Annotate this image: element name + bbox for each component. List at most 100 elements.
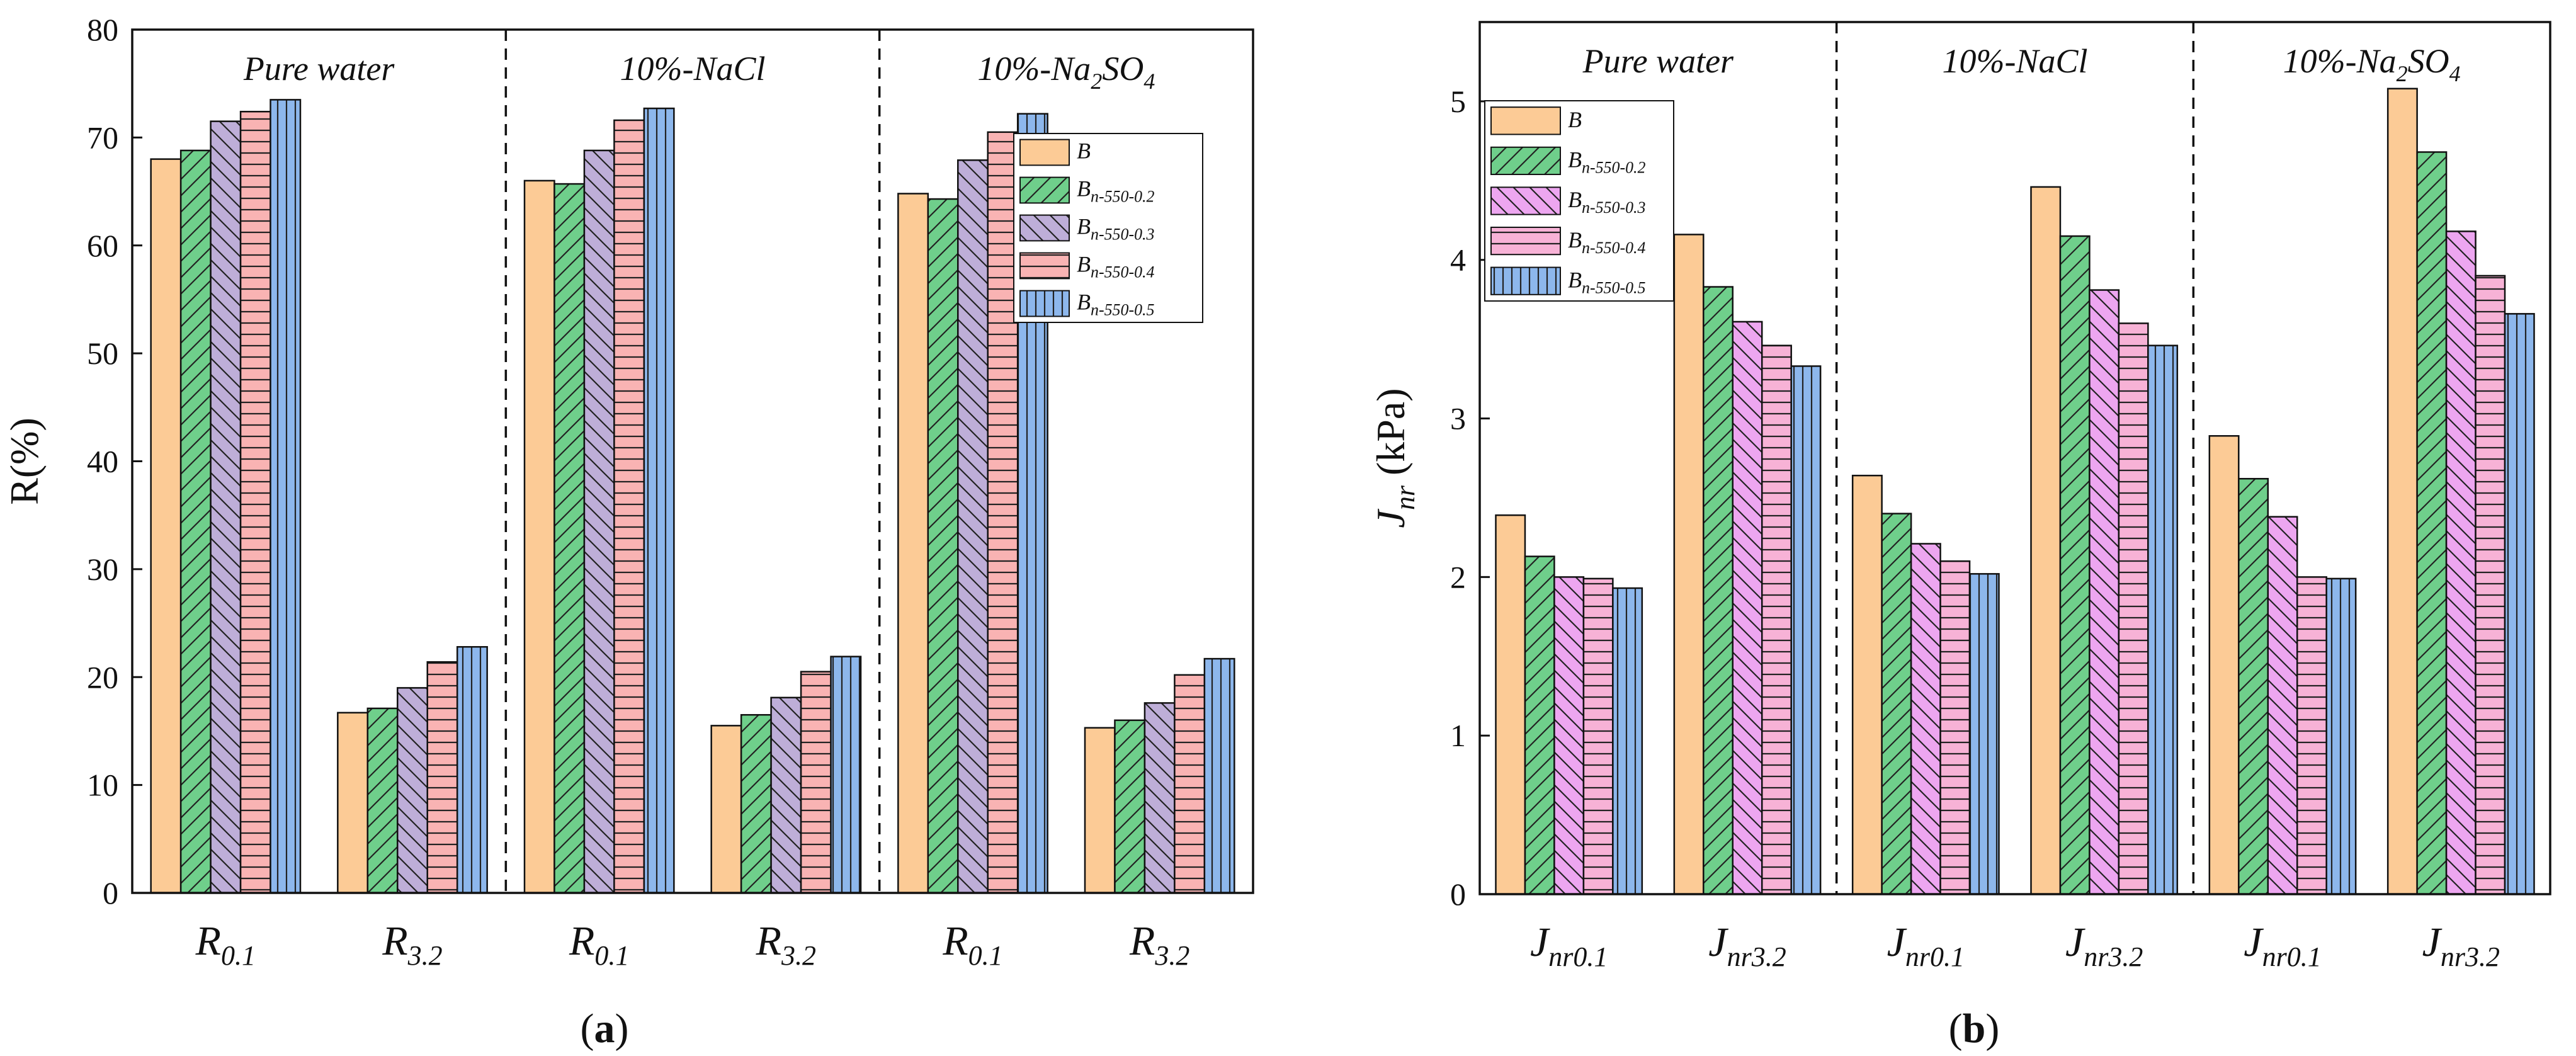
legend-entry: Bn-550-0.5 [1568,267,1645,297]
legend-entry: Bn-550-0.4 [1077,252,1154,281]
y-tick-label: 20 [87,659,118,695]
bar-a-cat1-series4 [456,646,488,894]
panel-a-chart: 0 10 20 30 40 50 60 70 80 R0.1 R3.2 R0.1 R3.2 R0.1 R3.… [2,12,1254,1052]
legend-entry: Bn-550-0.2 [1568,147,1645,177]
y-tick-label: 0 [1450,877,1466,912]
bar-a-cat3-series4 [830,656,862,894]
x-category-label: R0.1 [569,918,629,971]
legend-swatch [1019,252,1070,280]
bar-b-cat4-series0 [2208,434,2240,895]
x-category-label: R0.1 [195,918,256,971]
y-tick-label: 0 [103,875,118,911]
bar-a-cat0-series0 [150,158,182,894]
bar-a-cat5-series0 [1084,727,1116,894]
legend-swatch [1019,139,1070,166]
bar-a-cat3-series0 [710,725,742,894]
y-tick-label: 1 [1450,718,1466,753]
bar-b-cat4-series2 [2267,516,2298,895]
bar-b-cat3-series2 [2089,289,2120,895]
bar-b-cat0-series3 [1582,577,1614,895]
panel-label: (a) [581,1006,629,1052]
bar-b-cat4-series1 [2238,477,2269,895]
bar-b-cat1-series2 [1732,321,1763,895]
bar-a-cat1-series2 [397,687,428,894]
bar-b-cat2-series0 [1851,474,1883,895]
bar-b-cat4-series3 [2296,576,2327,895]
bar-a-cat2-series1 [553,183,586,894]
bar-a-cat3-series1 [740,713,772,894]
x-category-label: R3.2 [1129,918,1189,971]
y-tick-label: 10 [87,768,118,803]
legend-entry: Bn-550-0.3 [1077,214,1154,244]
group-label: 10%-NaCl [1942,42,2087,80]
legend-entry: Bn-550-0.4 [1568,227,1645,257]
bar-b-cat5-series3 [2475,275,2506,895]
bar-a-cat0-series1 [179,149,212,894]
bar-a-cat2-series0 [523,179,555,894]
bar-a-cat0-series2 [210,120,242,894]
bar-b-cat5-series2 [2445,230,2477,895]
bar-b-cat3-series4 [2147,344,2179,895]
bar-a-cat5-series2 [1143,702,1176,894]
bar-b-cat5-series4 [2504,313,2535,895]
bar-a-cat1-series3 [426,661,458,894]
bar-b-cat2-series3 [1939,560,1971,895]
plot-frame [1478,21,2551,895]
y-tick-label: 3 [1450,401,1466,436]
x-category-label: Jnr0.1 [2244,919,2321,972]
legend-swatch [1490,266,1561,295]
group-label: Pure water [1582,42,1734,80]
bar-a-cat0-series4 [270,99,302,894]
bar-b-cat0-series4 [1612,587,1643,895]
y-tick-label: 2 [1450,559,1466,594]
legend-swatch [1490,106,1561,135]
bar-a-cat5-series4 [1203,657,1235,894]
legend-swatch [1490,146,1561,176]
legend-swatch [1019,290,1070,317]
bar-b-cat0-series1 [1524,555,1555,895]
bar-b-cat0-series0 [1495,514,1526,895]
y-axis-label: R(%) [2,417,47,505]
x-category-label: Jnr3.2 [2422,919,2500,972]
bar-a-cat1-series1 [366,707,399,894]
bar-b-cat3-series0 [2030,186,2062,895]
legend-entry: Bn-550-0.2 [1077,176,1154,206]
y-tick-label: 30 [87,552,118,587]
bar-b-cat3-series1 [2059,235,2091,895]
bar-a-cat2-series4 [643,107,675,894]
x-category-label: Jnr3.2 [2065,919,2143,972]
panel-b-chart: 0 1 2 3 4 5 Jnr0.1 Jnr3.2 Jnr0.1 Jnr3.2 Jnr0.1 Jnr3… [1368,21,2551,1052]
bar-b-cat1-series1 [1703,286,1734,895]
bar-a-cat1-series0 [337,712,369,894]
bar-a-cat4-series2 [957,159,989,894]
y-tick-label: 70 [87,120,118,155]
bar-a-cat0-series3 [239,110,271,894]
bar-a-cat3-series3 [800,671,832,894]
panel-label: (b) [1949,1006,2000,1052]
bar-a-cat5-series1 [1114,719,1146,894]
bar-a-cat2-series3 [613,119,645,894]
bar-b-cat1-series3 [1761,344,1792,895]
y-tick-label: 5 [1450,84,1466,119]
x-category-label: Jnr0.1 [1530,919,1608,972]
group-label: 10%-NaCl [620,50,765,88]
legend-swatch [1019,214,1070,242]
legend-swatch [1019,176,1070,204]
bar-b-cat2-series4 [1968,573,2000,895]
bar-b-cat2-series2 [1910,543,1941,895]
legend-swatch [1490,226,1561,256]
group-label: 10%-Na2SO4 [2283,42,2461,86]
bar-a-cat5-series3 [1174,674,1206,894]
bar-a-cat4-series0 [897,193,929,894]
x-category-label: R3.2 [382,918,442,971]
bar-a-cat4-series3 [987,131,1019,894]
bar-b-cat5-series1 [2416,151,2448,895]
bar-b-cat2-series1 [1881,513,1912,895]
bar-a-cat4-series1 [927,198,959,894]
legend-entry: Bn-550-0.5 [1077,290,1154,319]
x-category-label: R0.1 [942,918,1002,971]
legend-entry: Bn-550-0.3 [1568,187,1645,217]
bar-b-cat5-series0 [2386,88,2418,895]
y-tick-label: 50 [87,336,118,371]
bar-b-cat3-series3 [2118,322,2149,895]
